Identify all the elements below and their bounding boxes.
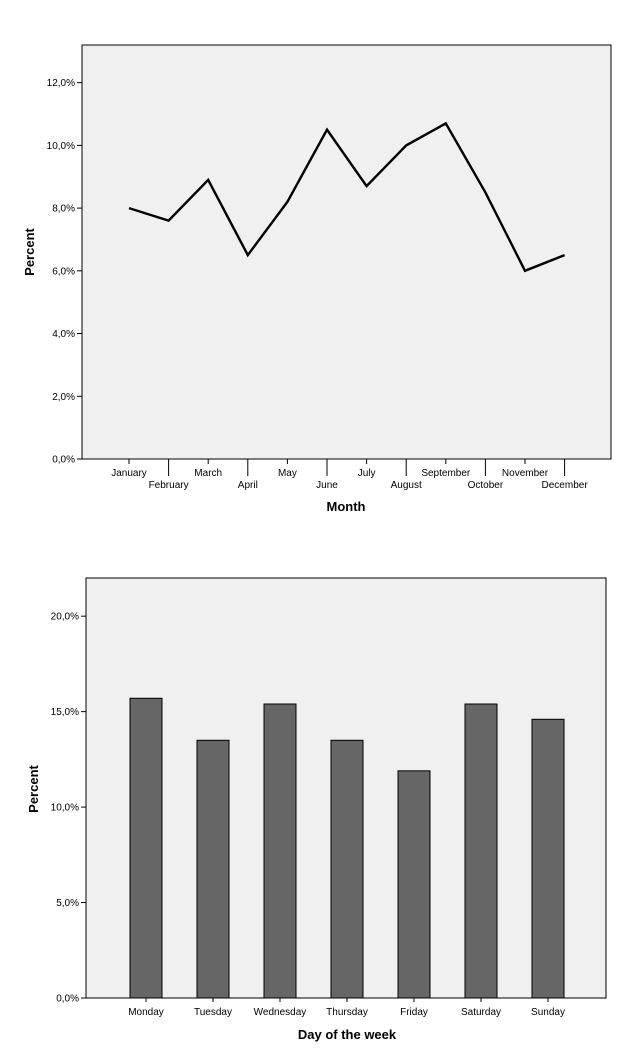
bar-chart-x-axis-title: Day of the week	[298, 1027, 397, 1042]
bar-chart-y-axis: 0,0% 5,0% 10,0% 15,0% 20,0%	[51, 612, 86, 1005]
bar-chart-y-axis-title: Percent	[26, 764, 41, 812]
line-chart-y-tick-label: 0,0%	[52, 455, 75, 466]
bar-saturday	[464, 703, 498, 999]
bar-chart-x-axis: Monday Tuesday Wednesday Thursday Friday Satu…	[128, 998, 565, 1018]
bar-chart: 0,0% 5,0% 10,0% 15,0% 20,0% Monday Tuesday Wed…	[26, 577, 607, 1042]
bar-tuesday	[196, 739, 230, 999]
line-chart-y-tick-label: 12,0%	[47, 78, 75, 89]
line-chart-plot-area	[81, 44, 612, 460]
line-chart-x-tick-label: April	[238, 480, 258, 491]
bar-chart-y-tick-label: 5,0%	[56, 898, 79, 909]
bar-wednesday	[263, 703, 297, 999]
line-chart-y-tick-label: 10,0%	[47, 141, 75, 152]
bar-chart-y-tick-label: 15,0%	[51, 707, 79, 718]
line-chart-y-tick-label: 6,0%	[52, 266, 75, 277]
bar-friday	[397, 770, 431, 999]
line-chart-x-tick-label: February	[149, 480, 189, 491]
line-chart-x-tick-label: September	[421, 468, 471, 479]
line-chart-x-tick-label: December	[542, 480, 589, 491]
line-chart-x-tick-label: November	[502, 468, 549, 479]
bar-chart-x-tick-label: Monday	[128, 1007, 164, 1018]
bar-chart-x-tick-label: Sunday	[531, 1007, 565, 1018]
line-chart-x-tick-label: October	[468, 480, 504, 491]
bar-chart-x-tick-label: Tuesday	[194, 1007, 232, 1018]
line-chart-y-tick-label: 4,0%	[52, 329, 75, 340]
line-chart-x-tick-label: June	[316, 480, 338, 491]
bar-chart-y-tick-label: 10,0%	[51, 803, 79, 814]
bar-chart-y-tick-label: 0,0%	[56, 994, 79, 1005]
bar-thursday	[330, 739, 364, 999]
line-chart-x-axis-title: Month	[327, 499, 366, 514]
line-chart-series-line	[128, 121, 566, 273]
line-chart-y-tick-label: 2,0%	[52, 392, 75, 403]
line-chart-y-axis: 0,0% 2,0% 4,0% 6,0% 8,0% 10,0% 12,0%	[47, 78, 82, 466]
line-chart-y-tick-label: 8,0%	[52, 204, 75, 215]
line-chart: 0,0% 2,0% 4,0% 6,0% 8,0% 10,0% 12,0% JanuaryFe…	[22, 44, 612, 514]
bar-monday	[129, 697, 163, 999]
bar-chart-x-tick-label: Friday	[400, 1007, 428, 1018]
line-chart-x-tick-label: January	[111, 468, 147, 479]
line-chart-x-tick-label: August	[391, 480, 422, 491]
bar-chart-x-tick-label: Saturday	[461, 1007, 501, 1018]
bar-chart-x-tick-label: Thursday	[326, 1007, 368, 1018]
line-chart-y-axis-title: Percent	[22, 227, 37, 275]
line-chart-x-tick-label: May	[278, 468, 297, 479]
line-chart-x-tick-label: March	[194, 468, 222, 479]
bar-sunday	[531, 718, 565, 999]
bar-chart-x-tick-label: Wednesday	[254, 1007, 307, 1018]
line-chart-x-tick-label: July	[358, 468, 376, 479]
bar-chart-y-tick-label: 20,0%	[51, 612, 79, 623]
